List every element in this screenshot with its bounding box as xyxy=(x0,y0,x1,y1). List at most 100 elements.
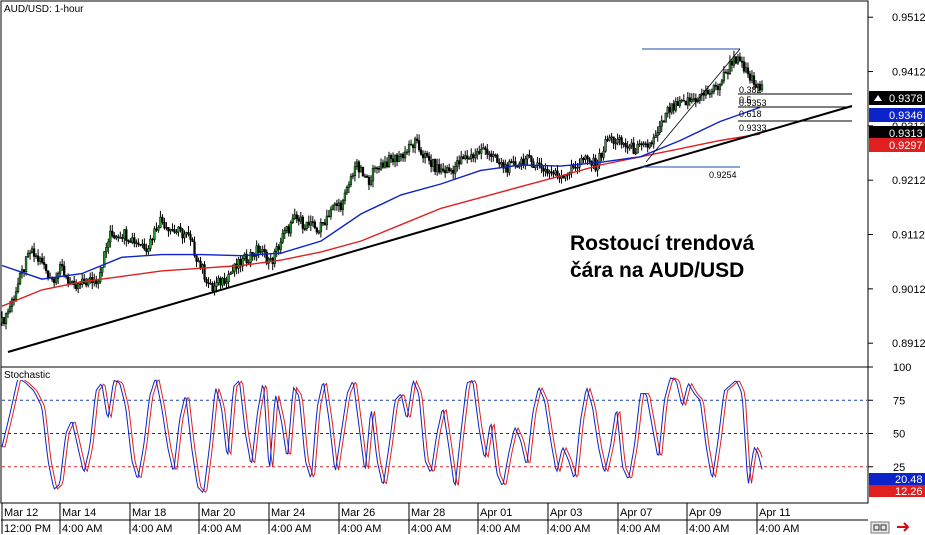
chart-scroll-icon[interactable] xyxy=(870,521,890,534)
candle-body xyxy=(550,171,553,173)
candle-body xyxy=(710,91,714,94)
candle-body xyxy=(490,153,493,158)
candle-body xyxy=(500,162,503,165)
candle-body xyxy=(584,155,587,160)
candle-body xyxy=(191,239,194,243)
candle-body xyxy=(337,202,341,207)
candle-body xyxy=(245,253,248,263)
candle-body xyxy=(333,203,337,206)
candle-body xyxy=(287,226,290,234)
candle-body xyxy=(285,226,288,231)
candle-body xyxy=(486,149,489,155)
candle-body xyxy=(478,151,481,154)
candle-body xyxy=(363,175,367,178)
candle-body xyxy=(16,283,20,293)
candle-body xyxy=(403,151,407,159)
candle-body xyxy=(54,278,58,283)
candle-body xyxy=(231,270,234,274)
stochastic-tick-label: 25 xyxy=(893,462,905,474)
candle-body xyxy=(217,277,220,283)
stochastic-d-line xyxy=(2,377,763,494)
candle-body xyxy=(249,252,252,263)
candle-body xyxy=(516,165,519,168)
candle-body xyxy=(233,263,236,272)
candle-body xyxy=(576,166,579,169)
candle-body xyxy=(22,269,26,272)
candle-body xyxy=(215,282,218,287)
candle-body xyxy=(14,291,18,300)
candle-body xyxy=(622,143,625,145)
date-label: Mar 20 xyxy=(201,507,235,519)
candle-body xyxy=(438,164,441,173)
candle-body xyxy=(183,233,186,239)
candle-body xyxy=(610,136,613,139)
date-label: Apr 01 xyxy=(480,507,512,519)
candle-body xyxy=(18,272,22,285)
fib-label: 0.9353 xyxy=(739,98,767,108)
candle-body xyxy=(570,164,573,173)
candle-body xyxy=(688,97,691,102)
candle-body xyxy=(227,274,230,283)
candle-body xyxy=(209,282,212,285)
candle-body xyxy=(101,267,104,273)
candle-body xyxy=(604,139,607,152)
candle-body xyxy=(89,276,92,280)
fib-label: 0.9333 xyxy=(739,123,767,133)
price-tag-label: 0.9297 xyxy=(889,140,923,152)
price-tick-label: 0.9212 xyxy=(892,175,925,187)
candle-body xyxy=(59,264,62,274)
candle-body xyxy=(399,153,403,157)
candle-body xyxy=(141,243,144,246)
time-label: 4:00 AM xyxy=(620,523,660,535)
candle-body xyxy=(185,232,188,235)
candle-body xyxy=(42,262,46,265)
candle-body xyxy=(143,243,146,250)
candle-body xyxy=(462,156,465,159)
candle-body xyxy=(620,137,623,145)
candle-body xyxy=(297,218,300,222)
candle-body xyxy=(407,143,411,153)
candle-body xyxy=(646,143,649,148)
candle-body xyxy=(293,214,296,219)
candle-body xyxy=(181,228,184,239)
candle-body xyxy=(383,161,387,168)
candle-body xyxy=(381,162,385,168)
candle-body xyxy=(277,246,280,250)
candle-body xyxy=(670,103,673,113)
candle-body xyxy=(746,67,750,75)
candle-body xyxy=(379,162,383,170)
candle-body xyxy=(28,252,32,254)
candle-body xyxy=(650,142,653,145)
candle-body xyxy=(480,148,483,154)
candle-body xyxy=(472,154,475,159)
candle-body xyxy=(305,221,308,229)
candle-body xyxy=(145,248,148,252)
candle-body xyxy=(714,85,718,87)
candle-body xyxy=(466,155,469,160)
candle-body xyxy=(199,260,202,269)
candle-body xyxy=(435,164,439,172)
close-panel-icon[interactable] xyxy=(893,522,911,533)
date-label: Mar 26 xyxy=(341,507,375,519)
candle-body xyxy=(494,154,497,156)
candle-body xyxy=(720,80,724,85)
stochastic-tick-label: 75 xyxy=(893,395,905,407)
time-label: 4:00 AM xyxy=(550,523,590,535)
candle-body xyxy=(606,139,609,141)
candle-body xyxy=(367,177,371,185)
candle-body xyxy=(580,157,583,165)
candle-body xyxy=(127,240,130,242)
stochastic-title-bg xyxy=(2,368,54,380)
candle-body xyxy=(401,153,405,159)
candle-body xyxy=(311,221,314,223)
candle-body xyxy=(586,155,589,160)
candle-body xyxy=(618,137,621,140)
candle-body xyxy=(464,155,467,159)
candle-body xyxy=(225,281,228,284)
candle-body xyxy=(554,170,557,175)
candle-body xyxy=(684,100,687,106)
candle-body xyxy=(71,280,74,283)
candle-body xyxy=(123,229,126,239)
